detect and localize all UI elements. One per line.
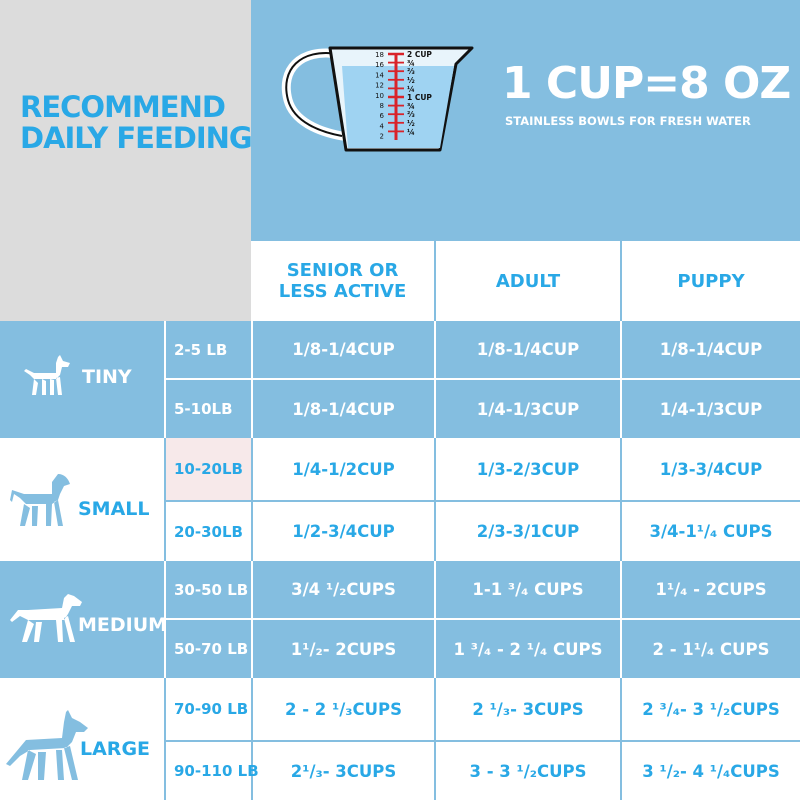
headline: 1 CUP=8 OZ [502, 58, 791, 109]
column-header-label: PUPPY [677, 270, 745, 292]
weight-cell: 20-30LB [174, 522, 243, 541]
divider [251, 438, 253, 561]
group-band-small [0, 438, 800, 561]
group-label-small: SMALL [78, 498, 150, 520]
weight-cell: 30-50 LB [174, 580, 249, 599]
weight-cell: 10-20LB [166, 438, 251, 500]
divider [164, 500, 800, 502]
column-header-label: ADULT [495, 270, 561, 292]
value-cell: 1¹/₂- 2CUPS [290, 639, 397, 659]
divider [251, 678, 253, 800]
cup-cup-mark: 1 CUP [407, 93, 432, 102]
value-cell: 1/8-1/4CUP [476, 340, 580, 359]
cup-oz-mark: 18 [375, 51, 384, 59]
cup-oz-mark: 16 [375, 61, 384, 69]
value-cell: 3/4-1¹/₄ CUPS [649, 522, 773, 541]
value-cell: 1/8-1/4CUP [292, 399, 395, 419]
title-line-1: RECOMMEND [20, 90, 226, 124]
value-cell: 3 ¹/₂- 4 ¹/₄CUPS [642, 761, 780, 781]
value-cell: 1/3-3/4CUP [659, 459, 763, 479]
cup-oz-mark: 2 [380, 133, 384, 141]
column-header-puppy: PUPPY [622, 241, 800, 321]
value-cell: 1 ³/₄ - 2 ¹/₄ CUPS [453, 639, 603, 659]
value-cell: 1/4-1/3CUP [476, 399, 580, 419]
value-cell: 3 - 3 ¹/₂CUPS [469, 761, 587, 781]
weight-cell: 50-70 LB [174, 640, 249, 658]
divider [164, 740, 800, 742]
cup-cup-mark: ¼ [407, 127, 415, 136]
cup-cup-mark: ⅔ [407, 67, 415, 76]
title-line-2: DAILY FEEDING [20, 121, 253, 155]
divider [434, 678, 436, 800]
cup-oz-mark: 4 [380, 122, 385, 130]
value-cell: 1/3-2/3CUP [476, 459, 580, 479]
value-cell: 2 - 1¹/₄ CUPS [652, 639, 770, 659]
cup-oz-mark: 6 [380, 112, 385, 120]
cup-oz-mark: 8 [380, 102, 384, 110]
divider [620, 438, 622, 561]
value-cell: 2/3-3/1CUP [476, 522, 580, 541]
column-header-adult: ADULT [436, 241, 620, 321]
divider [620, 241, 622, 321]
cup-oz-mark: 10 [375, 92, 384, 100]
divider [620, 678, 622, 800]
value-cell: 2 - 2 ¹/₃CUPS [284, 699, 402, 719]
small-dog-icon [10, 474, 70, 526]
cup-cup-mark: ½ [407, 119, 415, 128]
cup-cup-mark: ¾ [407, 59, 415, 68]
cup-cup-mark: ½ [407, 76, 415, 85]
weight-cell: 2-5 LB [174, 340, 228, 359]
value-cell: 2 ¹/₃- 3CUPS [472, 699, 584, 719]
value-cell: 1/8-1/4CUP [659, 340, 763, 359]
divider [164, 678, 166, 800]
subheadline: STAINLESS BOWLS FOR FRESH WATER [505, 114, 751, 128]
value-cell: 1/4-1/2CUP [292, 459, 395, 479]
weight-cell: 5-10LB [174, 400, 233, 418]
divider [164, 378, 800, 380]
group-label-medium: MEDIUM [78, 614, 168, 636]
tiny-dog-icon [24, 355, 70, 395]
group-band-large [0, 678, 800, 800]
value-cell: 3/4 ¹/₂CUPS [291, 580, 396, 599]
value-cell: 1/8-1/4CUP [292, 340, 395, 359]
cup-cup-mark: ¼ [407, 84, 415, 93]
column-header-label: SENIOR OR LESS ACTIVE [278, 260, 407, 302]
value-cell: 1/4-1/3CUP [659, 399, 763, 419]
weight-cell: 70-90 LB [174, 700, 249, 718]
cup-cup-mark: ¾ [407, 102, 415, 111]
title-panel [0, 0, 251, 321]
divider [434, 241, 436, 321]
cup-oz-mark: 12 [375, 82, 384, 90]
group-label-large: LARGE [80, 738, 151, 760]
weight-cell: 90-110 LB [174, 762, 259, 780]
column-header-senior: SENIOR OR LESS ACTIVE [251, 241, 434, 321]
large-dog-icon [6, 710, 88, 780]
value-cell: 2¹/₃- 3CUPS [290, 761, 397, 781]
medium-dog-icon [10, 594, 82, 642]
cup-cup-mark: ⅔ [407, 110, 415, 119]
value-cell: 2 ³/₄- 3 ¹/₂CUPS [642, 699, 780, 719]
page-title: RECOMMEND DAILY FEEDING [20, 90, 253, 155]
value-cell: 1-1 ³/₄ CUPS [472, 580, 584, 599]
cup-oz-mark: 14 [375, 71, 384, 79]
group-label-tiny: TINY [82, 366, 132, 388]
divider [164, 438, 166, 561]
value-cell: 1¹/₄ - 2CUPS [655, 580, 767, 599]
value-cell: 1/2-3/4CUP [292, 522, 395, 541]
cup-cup-mark: 2 CUP [407, 50, 432, 59]
divider [434, 438, 436, 561]
divider [164, 618, 800, 620]
